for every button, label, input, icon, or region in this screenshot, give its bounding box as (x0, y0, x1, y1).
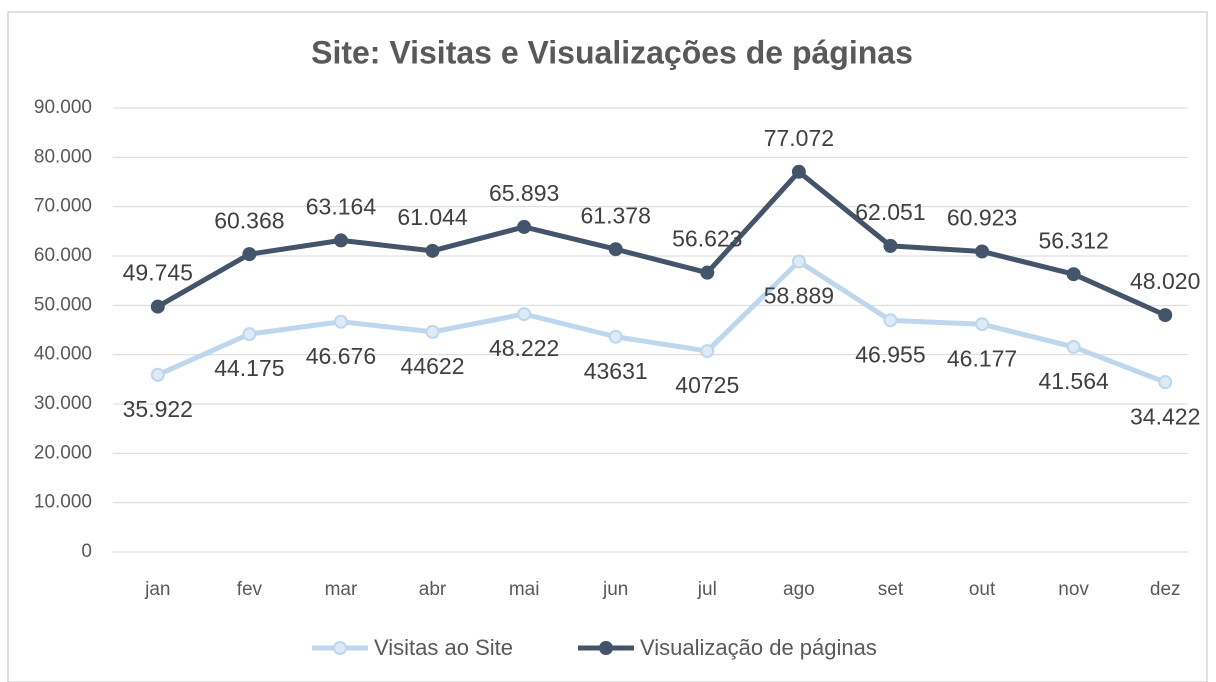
value-label: 34.422 (1130, 403, 1200, 429)
series-line (156, 169, 1167, 318)
value-label: 61.378 (581, 202, 651, 228)
value-label: 56.623 (672, 226, 742, 252)
point (608, 329, 623, 344)
value-label: 49.745 (123, 260, 193, 286)
value-label: 46.676 (306, 343, 376, 369)
value-label: 40725 (675, 372, 739, 398)
value-label: 61.044 (397, 204, 468, 230)
point (1158, 375, 1173, 390)
point (700, 344, 715, 359)
y-tick-label: 40.000 (34, 344, 92, 365)
point (791, 164, 806, 179)
x-tick-label: fev (237, 579, 263, 600)
y-tick-label: 0 (81, 541, 92, 562)
point (333, 233, 348, 248)
value-label: 46.177 (947, 345, 1017, 371)
value-label: 44622 (401, 353, 465, 379)
point (425, 324, 440, 339)
point (791, 254, 806, 269)
x-tick-label: ago (783, 579, 815, 600)
point (1158, 308, 1173, 323)
point (975, 317, 990, 332)
y-tick-label: 10.000 (34, 492, 92, 513)
point (242, 247, 257, 262)
point (517, 219, 532, 234)
x-tick-label: abr (419, 579, 447, 600)
x-tick-label: mai (509, 579, 540, 600)
value-label: 35.922 (123, 396, 193, 422)
y-tick-label: 50.000 (34, 294, 92, 315)
x-tick-label: jun (602, 579, 628, 600)
x-tick-label: dez (1150, 579, 1181, 600)
value-label: 46.955 (855, 341, 925, 367)
point (975, 244, 990, 259)
value-label: 58.889 (764, 283, 834, 309)
x-tick-label: nov (1058, 579, 1089, 600)
value-label: 56.312 (1038, 227, 1108, 253)
legend-label: Visitas ao Site (374, 635, 513, 660)
value-label: 44.175 (214, 355, 284, 381)
point (517, 307, 532, 322)
value-label: 77.072 (764, 125, 834, 151)
value-label: 41.564 (1038, 368, 1109, 394)
legend-marker (599, 641, 613, 655)
y-tick-label: 30.000 (34, 393, 92, 414)
value-label: 60.923 (947, 205, 1017, 231)
point (333, 314, 348, 329)
point (150, 367, 165, 382)
x-tick-label: mar (325, 579, 358, 600)
x-tick-label: jul (697, 579, 717, 600)
x-tick-label: set (878, 579, 904, 600)
point (242, 327, 257, 342)
point (1066, 339, 1081, 354)
point (608, 242, 623, 257)
value-label: 43631 (584, 358, 648, 384)
y-tick-label: 80.000 (34, 146, 92, 167)
y-tick-label: 90.000 (34, 97, 92, 118)
point (883, 238, 898, 253)
value-label: 63.164 (306, 193, 377, 219)
y-tick-label: 70.000 (34, 196, 92, 217)
chart-title: Site: Visitas e Visualizações de páginas (311, 34, 913, 70)
x-tick-label: out (969, 579, 996, 600)
x-tick-label: jan (144, 579, 170, 600)
value-label: 62.051 (855, 199, 925, 225)
value-label: 48.020 (1130, 268, 1200, 294)
value-label: 65.893 (489, 180, 559, 206)
legend-marker (333, 641, 347, 655)
value-label: 48.222 (489, 335, 559, 361)
value-label: 60.368 (214, 207, 284, 233)
y-tick-label: 20.000 (34, 442, 92, 463)
series-line (156, 258, 1167, 385)
legend-label: Visualização de páginas (640, 635, 877, 660)
point (1066, 267, 1081, 282)
point (883, 313, 898, 328)
chart-border (7, 11, 1208, 682)
y-tick-label: 60.000 (34, 245, 92, 266)
point (425, 243, 440, 258)
point (150, 299, 165, 314)
point (700, 265, 715, 280)
